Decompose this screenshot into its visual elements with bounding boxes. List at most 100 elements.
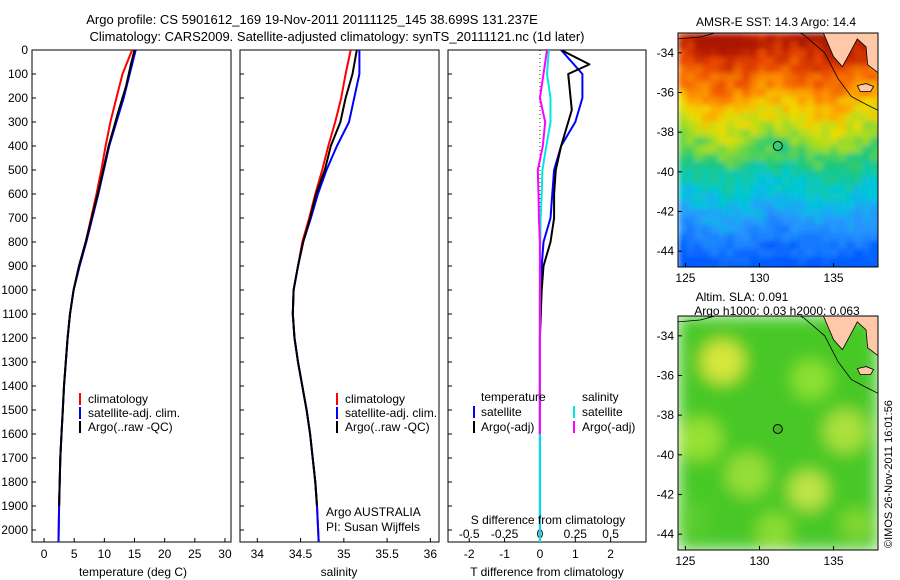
sst-cell xyxy=(710,57,719,66)
sst-cell xyxy=(726,41,735,50)
sst-cell xyxy=(694,193,703,202)
sst-cell xyxy=(742,193,751,202)
sst-cell xyxy=(854,249,863,258)
salinity-series-line xyxy=(291,50,361,542)
sst-cell xyxy=(822,41,831,50)
sst-cell xyxy=(694,241,703,250)
top-tick-label: -0.5 xyxy=(459,527,480,541)
sst-cell xyxy=(694,113,703,122)
sst-cell xyxy=(718,113,727,122)
sst-cell xyxy=(774,233,783,242)
sst-cell xyxy=(718,145,727,154)
sst-cell xyxy=(718,65,727,74)
sst-cell xyxy=(806,257,815,266)
sst-cell xyxy=(846,65,855,74)
sst-cell xyxy=(678,193,687,202)
sst-cell xyxy=(686,201,695,210)
sst-lat-tick-label: -40 xyxy=(657,165,675,179)
sst-cell xyxy=(822,137,831,146)
sst-cell xyxy=(678,113,687,122)
sst-cell xyxy=(830,241,839,250)
sst-cell xyxy=(870,233,878,242)
sst-cell xyxy=(766,241,775,250)
sst-cell xyxy=(726,209,735,218)
sst-cell xyxy=(734,241,743,250)
sst-cell xyxy=(790,225,799,234)
sst-cell xyxy=(750,73,759,82)
sst-cell xyxy=(726,57,735,66)
sst-shelf-contour xyxy=(678,33,878,111)
sst-cell xyxy=(726,265,735,267)
sst-cell xyxy=(702,265,711,267)
sst-cell xyxy=(830,137,839,146)
sst-cell xyxy=(822,97,831,106)
sst-cell xyxy=(782,265,791,267)
sst-cell xyxy=(838,97,847,106)
sst-cell xyxy=(774,193,783,202)
sst-cell xyxy=(838,145,847,154)
sst-cell xyxy=(870,113,878,122)
sst-cell xyxy=(766,145,775,154)
sst-cell xyxy=(806,137,815,146)
sst-cell xyxy=(750,65,759,74)
sst-cell xyxy=(838,153,847,162)
sst-cell xyxy=(878,73,887,82)
sst-lon-tick-label: 135 xyxy=(824,271,844,285)
sst-cell xyxy=(678,121,687,130)
sst-cell xyxy=(790,265,799,267)
sst-cell xyxy=(846,217,855,226)
sst-lat-tick-label: -36 xyxy=(657,85,675,99)
sst-cell xyxy=(854,97,863,106)
sst-cell xyxy=(718,225,727,234)
sst-cell xyxy=(862,233,871,242)
sst-cell xyxy=(718,177,727,186)
sst-cell xyxy=(726,177,735,186)
sst-cell xyxy=(686,257,695,266)
sst-cell xyxy=(862,153,871,162)
sst-cell xyxy=(854,73,863,82)
sst-land xyxy=(678,33,878,92)
legend-title-salinity: salinity xyxy=(582,390,619,404)
sst-cell xyxy=(686,129,695,138)
sst-cell xyxy=(822,105,831,114)
sst-cell xyxy=(742,89,751,98)
sst-cell xyxy=(766,233,775,242)
sst-cell xyxy=(822,193,831,202)
sst-cell xyxy=(774,49,783,58)
sst-cell xyxy=(702,105,711,114)
sst-cell xyxy=(758,241,767,250)
sst-cell xyxy=(822,177,831,186)
sst-cell xyxy=(766,65,775,74)
sst-cell xyxy=(774,145,783,154)
sst-cell xyxy=(774,249,783,258)
sst-cell xyxy=(734,81,743,90)
sst-cell xyxy=(758,161,767,170)
sst-cell xyxy=(702,225,711,234)
sst-cell xyxy=(750,89,759,98)
sst-cell xyxy=(718,97,727,106)
sst-cell xyxy=(686,249,695,258)
sst-cell xyxy=(766,217,775,226)
sst-cell xyxy=(870,257,878,266)
sst-cell xyxy=(846,121,855,130)
sla-lat-tick-label: -36 xyxy=(657,368,675,382)
sla-anomaly xyxy=(725,452,770,497)
sst-cell xyxy=(806,73,815,82)
sst-cell xyxy=(686,153,695,162)
sst-cell xyxy=(726,145,735,154)
sst-cell xyxy=(774,57,783,66)
sla-lat-tick-label: -34 xyxy=(657,329,675,343)
sst-cell xyxy=(758,249,767,258)
sst-cell xyxy=(830,225,839,234)
sst-cell xyxy=(758,217,767,226)
difference-top-axis-label: S difference from climatology xyxy=(471,513,626,527)
sst-cell xyxy=(862,265,871,267)
sst-cell xyxy=(806,225,815,234)
sst-cell xyxy=(742,249,751,258)
sst-cell xyxy=(678,81,687,90)
sst-cell xyxy=(726,241,735,250)
top-tick-label: -0.25 xyxy=(491,527,519,541)
sst-cell xyxy=(742,161,751,170)
sst-cell xyxy=(686,225,695,234)
sst-cell xyxy=(806,121,815,130)
